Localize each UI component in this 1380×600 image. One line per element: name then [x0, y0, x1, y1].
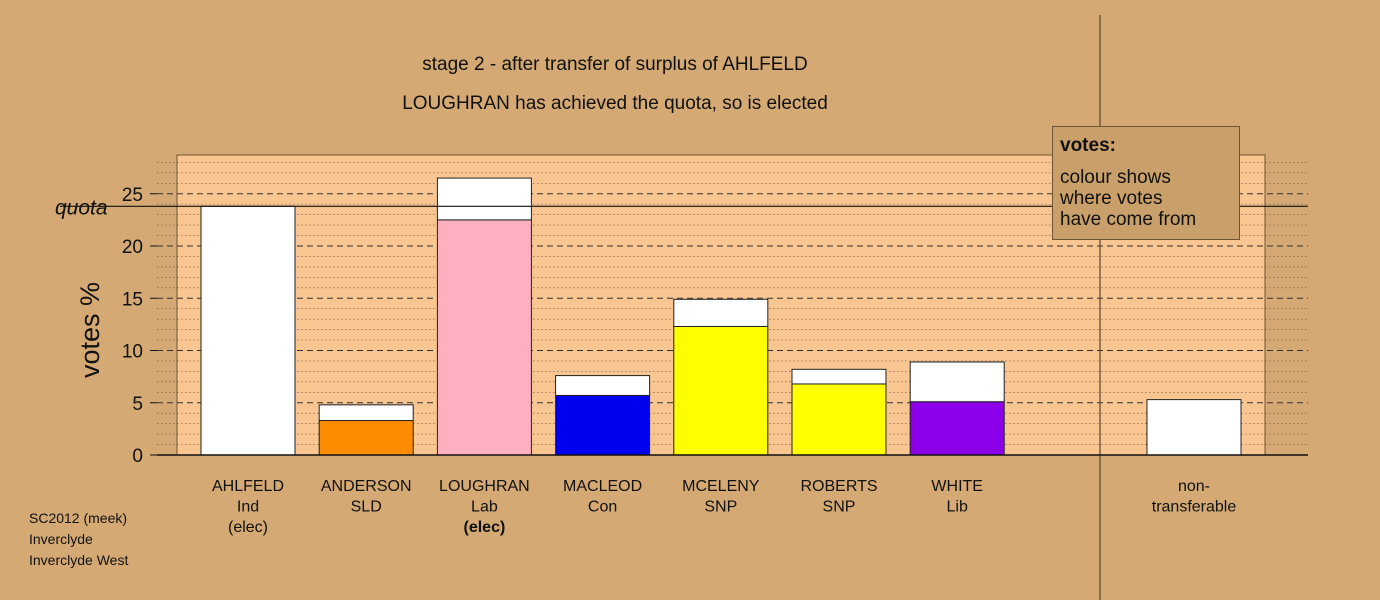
bar-base-white — [909, 401, 1005, 456]
x-label-mceleny: SNP — [704, 499, 737, 516]
x-label-ahlfeld: (elec) — [228, 519, 268, 536]
footer-council: Inverclyde — [29, 531, 93, 547]
x-label-ahlfeld: Ind — [237, 499, 259, 516]
x-label-loughran: LOUGHRAN — [439, 478, 530, 495]
x-label-roberts: SNP — [823, 499, 856, 516]
x-label-nontransferable: transferable — [1152, 499, 1237, 516]
x-label-loughran: (elec) — [464, 519, 506, 536]
x-label-ahlfeld: AHLFELD — [212, 478, 284, 495]
x-label-loughran: Lab — [471, 499, 498, 516]
bar-base-macleod — [555, 394, 651, 456]
y-tick-label: 10 — [122, 342, 143, 363]
bar-transfer-loughran — [436, 177, 532, 221]
x-label-mceleny: MCELENY — [682, 478, 760, 495]
y-axis-label: votes % — [75, 282, 105, 378]
quota-label: quota — [55, 196, 108, 219]
y-tick-label: 20 — [122, 237, 143, 258]
legend-heading: votes: — [1060, 135, 1116, 156]
legend-box: votes: colour shows where votes have com… — [1052, 126, 1240, 240]
x-label-white: Lib — [947, 499, 968, 516]
bar-nontransferable — [1146, 399, 1242, 456]
bar-base-anderson — [318, 420, 414, 456]
bar-transfer-mceleny — [673, 298, 769, 327]
x-label-anderson: ANDERSON — [321, 478, 412, 495]
x-label-macleod: Con — [588, 499, 617, 516]
chart-subtitle: LOUGHRAN has achieved the quota, so is e… — [402, 93, 828, 114]
bar-transfer-macleod — [555, 375, 651, 396]
bar-transfer-roberts — [791, 368, 887, 385]
legend-line-3: have come from — [1060, 209, 1197, 230]
bar-transfer-white — [909, 361, 1005, 403]
y-tick-label: 0 — [132, 446, 143, 467]
chart-title: stage 2 - after transfer of surplus of A… — [422, 54, 808, 75]
y-tick-label: 15 — [122, 289, 143, 310]
y-tick-label: 5 — [132, 394, 143, 415]
x-label-anderson: SLD — [351, 499, 382, 516]
y-tick-label: 25 — [122, 185, 143, 206]
bar-base-roberts — [791, 383, 887, 456]
y-axis: 0 5 10 15 20 25 — [122, 185, 157, 467]
bar-base-loughran — [436, 219, 532, 456]
legend-line-1: colour shows — [1060, 167, 1171, 188]
x-label-nontransferable: non- — [1178, 478, 1210, 495]
bar-transfer-anderson — [318, 404, 414, 422]
x-label-roberts: ROBERTS — [800, 478, 877, 495]
legend-line-2: where votes — [1060, 188, 1163, 209]
bar-transfer-ahlfeld — [200, 205, 296, 456]
footer-ward: Inverclyde West — [29, 552, 129, 568]
x-axis-labels: AHLFELD Ind (elec) ANDERSON SLD LOUGHRAN Lab (e… — [212, 478, 1236, 536]
x-label-macleod: MACLEOD — [563, 478, 642, 495]
x-label-white: WHITE — [931, 478, 983, 495]
footer-election: SC2012 (meek) — [29, 510, 128, 526]
bar-base-mceleny — [673, 325, 769, 456]
